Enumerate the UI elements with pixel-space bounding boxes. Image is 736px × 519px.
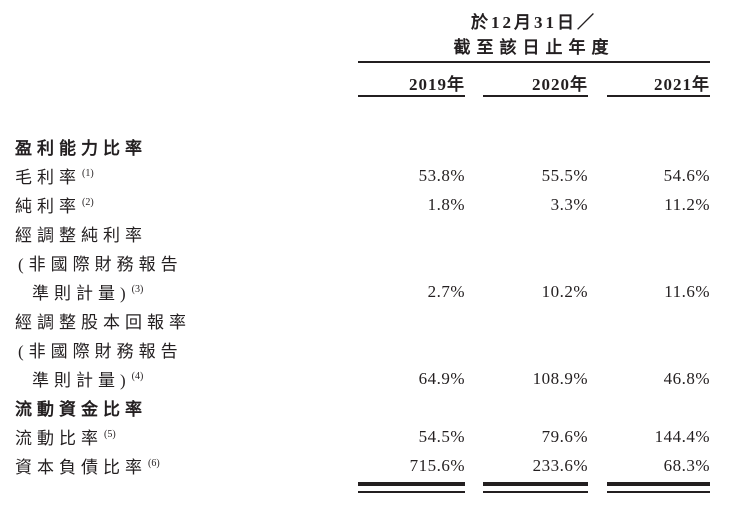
footnote-marker: (4) [131, 371, 144, 383]
table-row-adjusted-net-margin-line3: 準則計量)(3) 2.7% 10.2% 11.6% [0, 277, 736, 306]
row-label: 資本負債比率(6) [0, 453, 358, 478]
total-double-rule-thick [358, 482, 465, 486]
period-header-line2: 截至該日止年度 [453, 38, 615, 57]
row-label: 經調整股本回報率 [0, 308, 358, 333]
value-cell: 2.7% [427, 281, 465, 301]
row-label-text: 流動比率 [15, 429, 103, 448]
value-cell: 53.8% [418, 165, 465, 185]
row-label-text: 準則計量) [32, 284, 131, 303]
footnote-marker: (1) [82, 168, 94, 180]
row-label-text: 毛利率 [15, 168, 81, 187]
column-underline [607, 95, 710, 97]
table-row-adjusted-net-margin-line2: (非國際財務報告 [0, 248, 736, 277]
value-cell: 46.8% [663, 368, 710, 388]
table-row-adjusted-net-margin-line1: 經調整純利率 [0, 219, 736, 248]
value-cell: 55.5% [541, 165, 588, 185]
value-cell: 68.3% [663, 455, 710, 475]
row-label: (非國際財務報告 [0, 250, 358, 275]
year-header-2021: 2021年 [654, 75, 710, 94]
year-header-2019: 2019年 [409, 75, 465, 94]
row-label: 準則計量)(4) [0, 366, 358, 391]
table-row-current-ratio: 流動比率(5) 54.5% 79.6% 144.4% [0, 422, 736, 451]
value-cell: 64.9% [418, 368, 465, 388]
value-cell: 54.6% [663, 165, 710, 185]
row-label-text: (非國際財務報告 [18, 342, 183, 361]
total-double-rule-thick [483, 482, 588, 486]
value-cell: 11.6% [664, 281, 710, 301]
value-cell: 233.6% [532, 455, 588, 475]
value-cell: 3.3% [550, 194, 588, 214]
period-header-line1: 於12月31日／ [471, 13, 597, 32]
table-row-adjusted-roe-line2: (非國際財務報告 [0, 335, 736, 364]
row-label: 準則計量)(3) [0, 279, 358, 304]
footnote-marker: (6) [148, 458, 160, 470]
row-label: 流動比率(5) [0, 424, 358, 449]
value-cell: 715.6% [409, 455, 465, 475]
table-row-net-margin: 純利率(2) 1.8% 3.3% 11.2% [0, 190, 736, 219]
footnote-marker: (3) [131, 284, 144, 296]
row-label-text: 純利率 [15, 197, 81, 216]
table-row-section-profitability: 盈利能力比率 [0, 132, 736, 161]
total-double-rule-thick [607, 482, 710, 486]
row-label-text: 資本負債比率 [15, 458, 147, 477]
total-double-rule-thin [607, 491, 710, 493]
year-header-2020: 2020年 [532, 75, 588, 94]
row-label-text: 流動資金比率 [15, 400, 147, 419]
value-cell: 144.4% [654, 426, 710, 446]
row-label-text: 經調整純利率 [15, 226, 147, 245]
table-row-gross-margin: 毛利率(1) 53.8% 55.5% 54.6% [0, 161, 736, 190]
row-label: 純利率(2) [0, 192, 358, 217]
column-underline [358, 95, 465, 97]
row-label: 經調整純利率 [0, 221, 358, 246]
total-double-rule-thin [483, 491, 588, 493]
row-label-text: (非國際財務報告 [18, 255, 183, 274]
value-cell: 1.8% [427, 194, 465, 214]
value-cell: 79.6% [541, 426, 588, 446]
column-underline [483, 95, 588, 97]
table-row-adjusted-roe-line3: 準則計量)(4) 64.9% 108.9% 46.8% [0, 364, 736, 393]
row-label-text: 經調整股本回報率 [15, 313, 191, 332]
row-label-text: 準則計量) [32, 371, 131, 390]
row-label: 盈利能力比率 [0, 134, 358, 159]
value-cell: 10.2% [541, 281, 588, 301]
total-double-rule-thin [358, 491, 465, 493]
value-cell: 11.2% [664, 194, 710, 214]
footnote-marker: (2) [82, 197, 94, 209]
header-rule [358, 61, 710, 63]
table-row-adjusted-roe-line1: 經調整股本回報率 [0, 306, 736, 335]
footnote-marker: (5) [104, 429, 116, 441]
table-body: 盈利能力比率 毛利率(1) 53.8% 55.5% 54.6% 純利率(2) 1… [0, 132, 736, 480]
value-cell: 108.9% [532, 368, 588, 388]
row-label: 毛利率(1) [0, 163, 358, 188]
value-cell: 54.5% [418, 426, 465, 446]
row-label: 流動資金比率 [0, 395, 358, 420]
table-row-gearing-ratio: 資本負債比率(6) 715.6% 233.6% 68.3% [0, 451, 736, 480]
row-label: (非國際財務報告 [0, 337, 358, 362]
table-row-section-liquidity: 流動資金比率 [0, 393, 736, 422]
row-label-text: 盈利能力比率 [15, 139, 147, 158]
